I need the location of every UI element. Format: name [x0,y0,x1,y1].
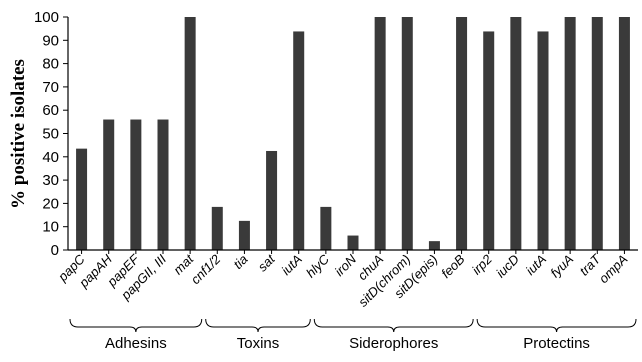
bar-hlyc [320,206,332,250]
y-tick-label: 10 [42,219,59,236]
x-tick-label: ompA [596,252,631,287]
y-axis-label: % positive isolates [8,59,29,209]
bar-iuta [293,31,305,250]
y-tick-label: 60 [42,102,59,119]
group-bracket [69,318,203,333]
bar-chua [374,17,386,250]
group-label: Toxins [237,335,280,352]
y-tick-label: 50 [42,126,59,143]
bar-iron [347,235,359,250]
x-tick-label: iucD [493,252,522,281]
y-tick-label: 100 [34,9,59,26]
x-tick-label: fyuA [547,252,576,281]
y-tick-label: 0 [51,242,59,259]
bar-papgii-iii [157,119,169,251]
x-tick-label: iutA [278,252,304,278]
bars [76,17,630,251]
group-label: Siderophores [349,335,438,352]
y-tick-label: 80 [42,56,59,73]
bar-tia [238,220,250,250]
group-bracket [476,318,637,333]
x-tick-label: hlyC [303,251,332,280]
x-tick-label: cnf1/2 [188,251,224,287]
y-tick-label: 20 [42,195,59,212]
bar-ompa [618,17,630,250]
group-label: Adhesins [105,335,167,352]
bar-trat [591,17,603,250]
bar-papef [130,119,142,251]
y-tick-label: 30 [42,172,59,189]
y-tick-label: 90 [42,32,59,49]
bar-cnf1-2 [211,206,223,250]
bar-feob [456,17,468,250]
bar-irp2 [483,31,495,250]
x-tick-label: feoB [438,251,468,281]
bar-iuta [537,31,549,250]
y-tick-label: 40 [42,149,59,166]
group-bracket [205,318,311,333]
bar-iucd [510,17,522,250]
bar-sitd-epis [428,241,440,250]
bar-papc [76,148,88,250]
bar-papah [103,119,115,251]
bar-fyua [564,17,576,250]
bar-sitd-chrom [401,17,413,250]
y-tick-label: 70 [42,79,59,96]
x-tick-label: iutA [523,252,549,278]
bar-mat [184,17,196,250]
group-brackets: Adhesins Toxins Siderophores Protectins [69,318,637,352]
bar-sat [266,150,278,250]
x-tick-label: irp2 [469,251,495,277]
group-label: Protectins [523,335,590,352]
y-axis: 0 10 20 30 40 50 60 70 80 90 100 [34,9,69,259]
x-tick-label: tia [230,252,250,272]
x-tick-label: sat [255,251,279,275]
x-tick-label: iroN [332,251,360,279]
group-bracket [313,318,474,333]
